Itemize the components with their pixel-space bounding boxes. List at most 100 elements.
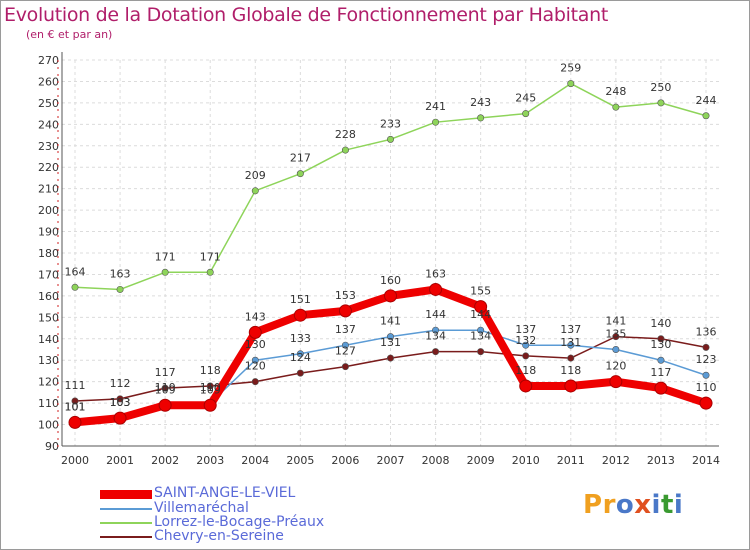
data-label: 209 [245, 169, 266, 182]
legend-swatch [100, 522, 152, 524]
x-tick-label: 2001 [106, 454, 134, 467]
data-label: 120 [605, 360, 626, 373]
legend-label: SAINT-ANGE-LE-VIEL [154, 485, 296, 501]
data-point [612, 345, 620, 353]
data-label: 103 [110, 396, 131, 409]
data-label: 130 [650, 338, 671, 351]
data-point [248, 325, 262, 339]
data-label: 143 [245, 310, 266, 323]
data-label: 137 [515, 323, 536, 336]
data-point [432, 326, 440, 334]
x-tick-label: 2005 [286, 454, 314, 467]
legend-label: Chevry-en-Sereine [154, 528, 284, 544]
data-label: 248 [605, 85, 626, 98]
data-point [71, 397, 79, 405]
data-point [341, 363, 349, 371]
data-label: 228 [335, 128, 356, 141]
data-label: 250 [650, 81, 671, 94]
data-point [296, 350, 304, 358]
data-label: 141 [380, 315, 401, 328]
y-tick-label: 250 [38, 97, 59, 110]
data-point [116, 395, 124, 403]
data-point [116, 285, 124, 293]
data-label: 101 [65, 400, 86, 413]
data-label: 118 [560, 364, 581, 377]
y-tick-label: 140 [38, 333, 59, 346]
data-label: 244 [696, 94, 717, 107]
y-tick-label: 220 [38, 161, 59, 174]
data-label: 241 [425, 100, 446, 113]
data-label: 117 [650, 366, 671, 379]
x-tick-label: 2011 [557, 454, 585, 467]
data-label: 144 [470, 308, 491, 321]
data-point [567, 354, 575, 362]
data-point [702, 371, 710, 379]
data-label: 155 [470, 285, 491, 298]
y-tick-label: 210 [38, 183, 59, 196]
data-point [564, 379, 578, 393]
y-tick-label: 110 [38, 397, 59, 410]
data-label: 164 [65, 265, 86, 278]
data-label: 153 [335, 289, 356, 302]
data-point [293, 308, 307, 322]
y-tick-label: 150 [38, 311, 59, 324]
legend-swatch [100, 508, 152, 510]
data-point [477, 326, 485, 334]
data-label: 243 [470, 96, 491, 109]
x-tick-label: 2002 [151, 454, 179, 467]
data-point [657, 335, 665, 343]
data-point [68, 415, 82, 429]
data-point [522, 341, 530, 349]
data-label: 132 [515, 334, 536, 347]
data-label: 120 [245, 360, 266, 373]
y-tick-label: 270 [38, 54, 59, 67]
data-point [612, 333, 620, 341]
data-label: 245 [515, 92, 536, 105]
legend-label: Lorrez-le-Bocage-Préaux [154, 514, 325, 530]
data-point [203, 398, 217, 412]
data-point [338, 304, 352, 318]
data-label: 135 [605, 328, 626, 341]
data-point [161, 384, 169, 392]
data-label: 110 [200, 381, 221, 394]
x-tick-label: 2007 [377, 454, 405, 467]
data-label: 118 [200, 364, 221, 377]
y-tick-label: 230 [38, 140, 59, 153]
data-point [657, 99, 665, 107]
data-label: 117 [155, 366, 176, 379]
data-label: 131 [560, 336, 581, 349]
data-point [699, 396, 713, 410]
data-point [522, 110, 530, 118]
x-tick-label: 2004 [241, 454, 269, 467]
x-tick-label: 2009 [467, 454, 495, 467]
data-point [341, 146, 349, 154]
data-point [71, 283, 79, 291]
y-tick-label: 90 [45, 440, 59, 453]
data-label: 151 [290, 293, 311, 306]
data-label: 233 [380, 117, 401, 130]
data-point [654, 381, 668, 395]
x-tick-label: 2010 [512, 454, 540, 467]
x-tick-label: 2006 [331, 454, 359, 467]
data-point [429, 282, 443, 296]
y-tick-label: 200 [38, 204, 59, 217]
data-label: 141 [605, 315, 626, 328]
data-point [477, 348, 485, 356]
legend-swatch [100, 490, 152, 499]
x-tick-label: 2013 [647, 454, 675, 467]
data-label: 137 [335, 323, 356, 336]
y-tick-label: 240 [38, 118, 59, 131]
data-label: 144 [425, 308, 446, 321]
y-tick-label: 130 [38, 354, 59, 367]
data-label: 110 [155, 381, 176, 394]
data-label: 133 [290, 332, 311, 345]
data-point [206, 382, 214, 390]
data-label: 118 [515, 364, 536, 377]
data-point [158, 398, 172, 412]
x-tick-label: 2003 [196, 454, 224, 467]
y-tick-label: 120 [38, 376, 59, 389]
data-label: 101 [65, 400, 86, 413]
data-label: 103 [110, 396, 131, 409]
chart-subtitle: (en € et par an) [26, 28, 113, 41]
